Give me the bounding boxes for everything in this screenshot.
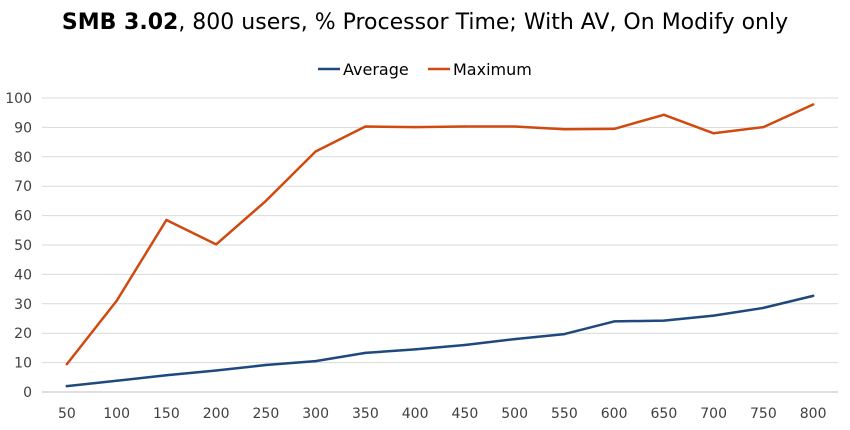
data-point-average	[214, 369, 218, 372]
data-point-maximum	[214, 243, 218, 246]
y-tick-label: 0	[23, 385, 32, 401]
data-point-average	[612, 320, 616, 323]
x-tick-label: 300	[302, 406, 329, 422]
y-tick-label: 60	[14, 209, 32, 225]
data-point-maximum	[115, 299, 118, 303]
chart-title-bold: SMB 3.02	[61, 10, 179, 35]
series-line-maximum	[65, 103, 815, 366]
data-point-average	[762, 306, 765, 310]
x-tick-label: 350	[352, 406, 379, 422]
data-point-average	[811, 294, 815, 298]
data-point-maximum	[811, 103, 815, 106]
data-point-maximum	[65, 362, 69, 366]
data-point-maximum	[662, 113, 666, 116]
x-tick-label: 700	[700, 406, 727, 422]
x-tick-label: 650	[651, 406, 678, 422]
data-point-average	[513, 337, 516, 341]
x-tick-label: 100	[103, 406, 130, 422]
data-point-average	[65, 384, 69, 388]
y-tick-label: 100	[5, 91, 32, 107]
data-point-average	[264, 363, 268, 367]
y-tick-label: 70	[14, 179, 32, 195]
data-point-average	[364, 351, 367, 355]
y-tick-label: 30	[14, 297, 32, 313]
x-tick-label: 600	[601, 406, 628, 422]
chart-title-rest: , 800 users, % Processor Time; With AV, …	[178, 10, 789, 35]
x-tick-label: 250	[253, 406, 280, 422]
data-point-maximum	[712, 132, 715, 135]
data-point-average	[314, 359, 317, 363]
x-tick-label: 800	[800, 406, 827, 422]
data-point-maximum	[513, 125, 516, 128]
data-point-average	[115, 379, 118, 383]
data-point-average	[712, 314, 715, 317]
data-point-maximum	[463, 125, 467, 128]
x-tick-label: 150	[153, 406, 180, 422]
x-tick-label: 400	[402, 406, 429, 422]
data-point-average	[165, 374, 168, 377]
data-point-maximum	[563, 127, 566, 131]
x-tick-label: 550	[551, 406, 578, 422]
y-tick-label: 10	[14, 356, 32, 372]
data-point-maximum	[314, 150, 317, 153]
x-tick-label: 500	[501, 406, 528, 422]
legend-label-maximum: Maximum	[453, 60, 532, 79]
data-point-maximum	[762, 125, 765, 129]
data-point-average	[413, 348, 417, 351]
data-point-maximum	[165, 218, 168, 222]
data-point-maximum	[612, 127, 616, 131]
chart-title: SMB 3.02, 800 users, % Processor Time; W…	[0, 10, 850, 35]
y-tick-label: 40	[14, 267, 32, 283]
data-point-average	[463, 343, 467, 347]
x-tick-label: 450	[452, 406, 479, 422]
y-tick-label: 90	[14, 120, 32, 136]
series-line-average	[65, 294, 815, 388]
data-point-maximum	[264, 199, 268, 203]
data-point-maximum	[364, 125, 367, 128]
data-point-maximum	[413, 125, 417, 129]
data-point-average	[662, 319, 666, 322]
y-tick-label: 80	[14, 150, 32, 166]
legend-label-average: Average	[343, 60, 409, 79]
y-tick-label: 50	[14, 238, 32, 254]
x-tick-label: 750	[750, 406, 777, 422]
y-tick-label: 20	[14, 326, 32, 342]
x-tick-label: 50	[58, 406, 76, 422]
x-tick-label: 200	[203, 406, 230, 422]
data-point-average	[563, 332, 566, 336]
